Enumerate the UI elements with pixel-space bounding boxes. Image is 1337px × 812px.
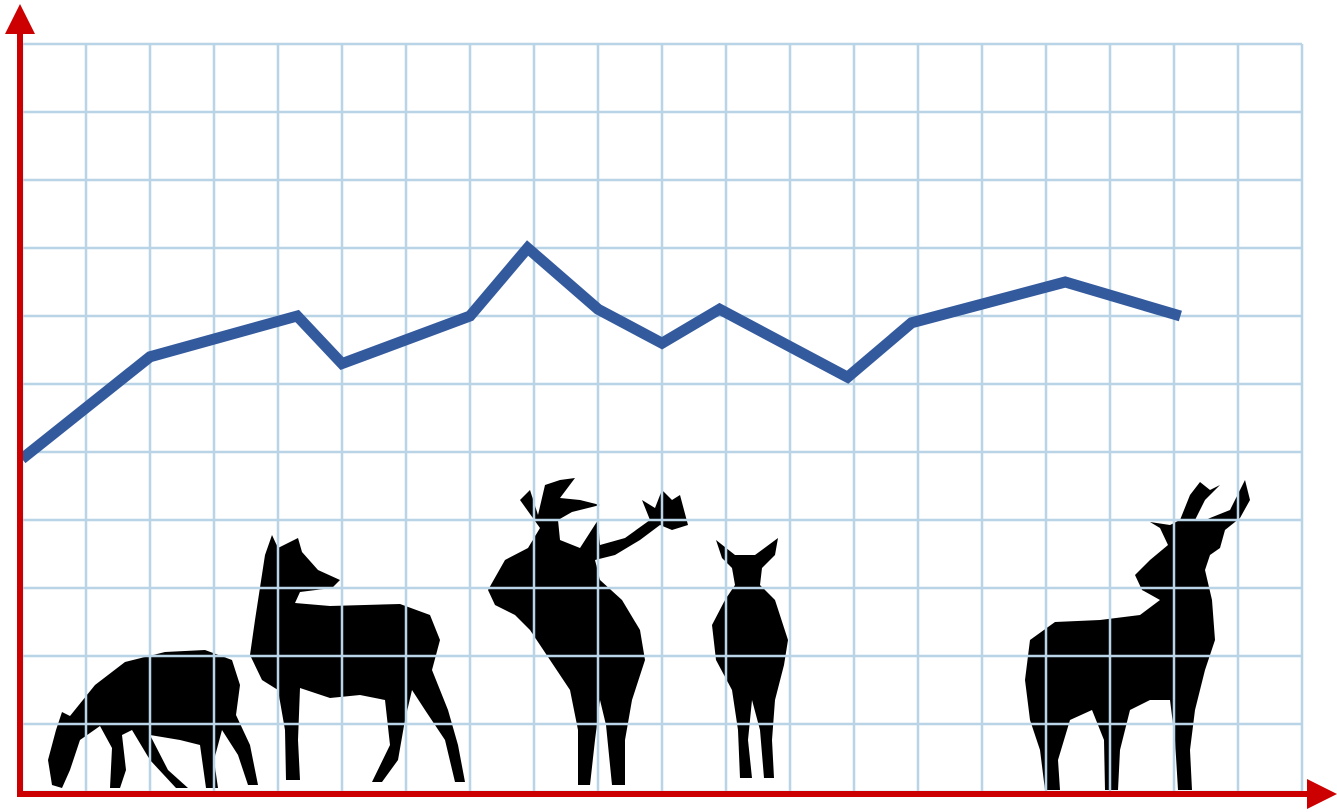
deer-silhouette: [712, 538, 788, 778]
deer-silhouette: [1025, 480, 1250, 790]
x-axis-arrow: [1307, 779, 1337, 809]
page: (() => { const data = JSON.parse(documen…: [0, 0, 1337, 812]
deer-silhouette: [48, 650, 258, 788]
grid: [22, 44, 1302, 792]
deer-silhouettes: [48, 478, 1250, 790]
plot: [22, 248, 1180, 459]
deer-silhouette: [250, 535, 465, 782]
chart: [0, 0, 1337, 812]
data-line: [22, 248, 1180, 459]
y-axis-arrow: [5, 4, 35, 34]
deer-silhouette: [488, 478, 688, 785]
